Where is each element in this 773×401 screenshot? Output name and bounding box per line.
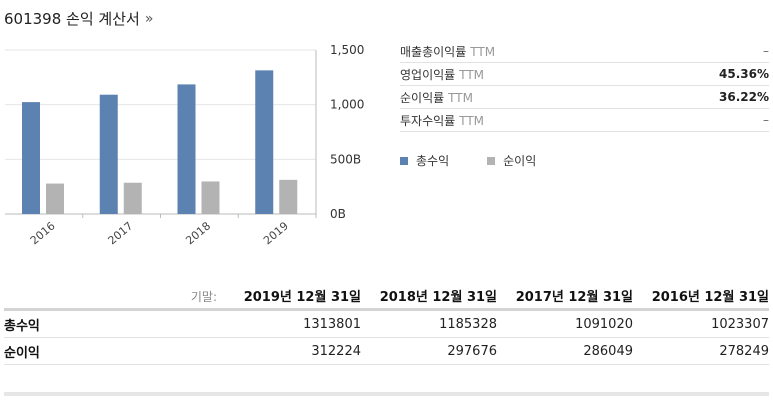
bar <box>99 94 118 214</box>
legend-swatch <box>487 156 496 165</box>
ratio-row-net-margin: 순이익률 TTM 36.22% <box>400 86 769 109</box>
ratio-value: – <box>763 113 769 127</box>
ratio-value: 36.22% <box>719 90 769 104</box>
ratio-value: – <box>763 44 769 58</box>
legend-item-revenue[interactable]: 총수익 <box>400 152 449 169</box>
ratio-row-gross-margin: 매출총이익률 TTM – <box>400 40 769 63</box>
ratio-row-operating-margin: 영업이익률 TTM 45.36% <box>400 63 769 86</box>
ttm-label: TTM <box>470 44 496 59</box>
bar <box>123 182 142 214</box>
row-label: 총수익 <box>4 318 40 334</box>
bar <box>22 102 40 214</box>
table-divider <box>4 308 769 311</box>
more-link-icon[interactable]: » <box>144 10 154 27</box>
legend-label: 순이익 <box>503 154 537 168</box>
table-cell: 278249 <box>719 343 769 359</box>
bar <box>201 181 220 214</box>
legend-swatch <box>400 156 408 165</box>
x-tick-label: 2018 <box>183 219 213 247</box>
bar <box>279 179 298 214</box>
table-cell: 1091020 <box>575 316 633 332</box>
table-cell: 1023307 <box>711 316 769 332</box>
bar <box>255 70 274 214</box>
period-column-header: 2019년 12월 31일 <box>243 290 361 305</box>
income-bar-chart: 0B 500B 1,000 1,500 2016 2017 2018 2019 <box>5 43 364 247</box>
financial-table: 총수익 1313801 1185328 1091020 1023307 순이익 … <box>4 308 769 365</box>
x-tick-label: 2019 <box>261 219 291 247</box>
x-tick-label: 2016 <box>28 219 58 247</box>
bottom-divider <box>4 392 769 396</box>
ratio-label: 투자수익률 <box>400 113 456 128</box>
period-column-header: 2017년 12월 31일 <box>515 290 633 305</box>
table-row: 총수익 1313801 1185328 1091020 1023307 <box>4 311 769 338</box>
table-cell: 1313801 <box>303 316 361 332</box>
table-cell: 312224 <box>311 343 361 359</box>
chart-legend: 총수익 순이익 <box>400 152 536 169</box>
page-title: 601398 손익 계산서 » <box>4 8 153 29</box>
table-cell: 297676 <box>447 343 497 359</box>
ratio-label: 순이익률 <box>400 90 445 105</box>
ratio-value: 45.36% <box>719 67 769 81</box>
table-row: 순이익 312224 297676 286049 278249 <box>4 338 769 365</box>
period-label: 기말: <box>190 290 217 304</box>
ratio-label: 매출총이익률 <box>400 44 467 59</box>
period-column-header: 2016년 12월 31일 <box>651 290 769 305</box>
ttm-label: TTM <box>448 90 473 105</box>
ratio-row-roi: 투자수익률 TTM – <box>400 109 769 132</box>
period-column-header: 2018년 12월 31일 <box>379 290 497 305</box>
y-tick-label: 500B <box>330 152 361 166</box>
ratio-list: 매출총이익률 TTM – 영업이익률 TTM 45.36% 순이익률 TTM 36.2… <box>400 40 769 132</box>
bar <box>46 183 64 214</box>
y-tick-label: 1,000 <box>330 98 364 112</box>
table-cell: 286049 <box>583 343 633 359</box>
ttm-label: TTM <box>459 67 485 82</box>
row-label: 순이익 <box>4 345 40 361</box>
ttm-label: TTM <box>459 113 485 128</box>
legend-item-net-income[interactable]: 순이익 <box>487 152 536 169</box>
x-tick-label: 2017 <box>106 219 136 247</box>
period-header: 기말: 2019년 12월 31일 2018년 12월 31일 2017년 12… <box>191 286 769 305</box>
ratio-label: 영업이익률 <box>400 67 456 82</box>
bar <box>177 84 196 214</box>
table-cell: 1185328 <box>439 316 497 332</box>
y-tick-label: 0B <box>330 207 346 221</box>
legend-label: 총수익 <box>416 154 450 168</box>
y-tick-label: 1,500 <box>330 43 364 57</box>
title-text: 601398 손익 계산서 <box>4 10 140 28</box>
